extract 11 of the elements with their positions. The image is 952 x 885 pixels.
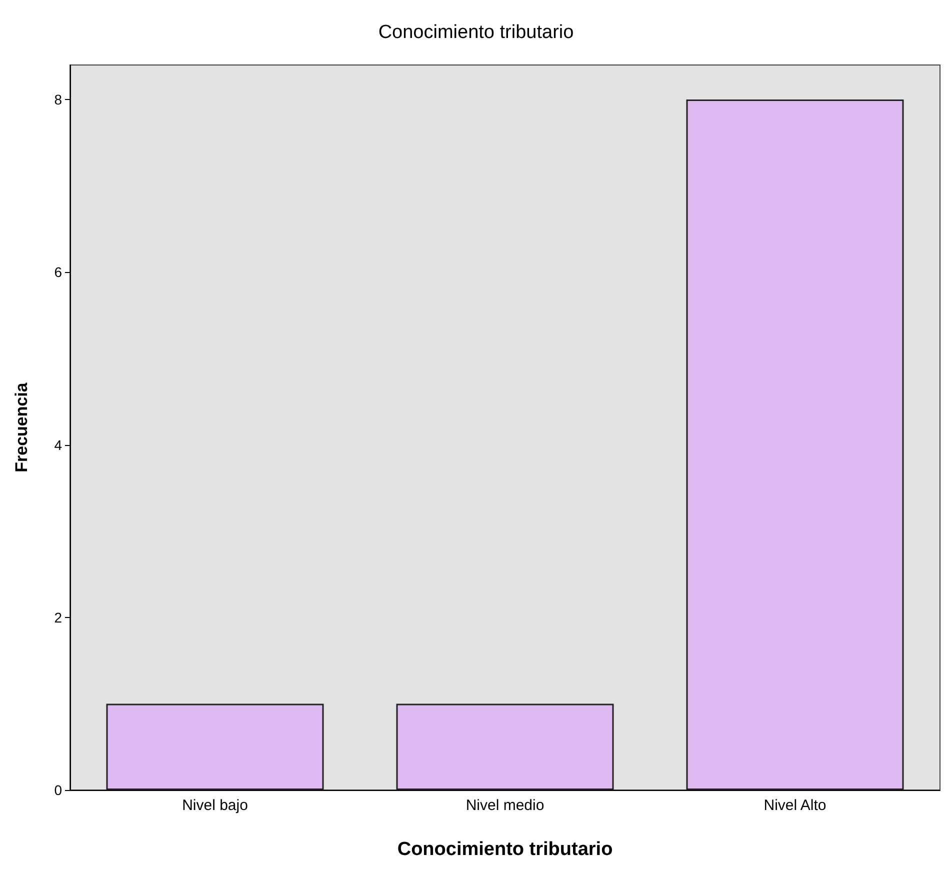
y-tick-label: 8: [54, 92, 62, 108]
y-tick-label: 0: [54, 782, 62, 798]
y-tick-label: 6: [54, 264, 62, 280]
y-tick-label: 4: [54, 436, 62, 453]
chart-title: Conocimiento tributario: [378, 22, 574, 43]
x-tick-label: Nivel bajo: [182, 797, 248, 814]
x-axis-title: Conocimiento tributario: [397, 839, 613, 860]
x-tick-label: Nivel medio: [466, 797, 544, 814]
x-tick-label: Nivel Alto: [764, 797, 826, 814]
y-tick-label: 2: [54, 609, 62, 626]
y-axis-title: Frecuencia: [12, 382, 31, 472]
